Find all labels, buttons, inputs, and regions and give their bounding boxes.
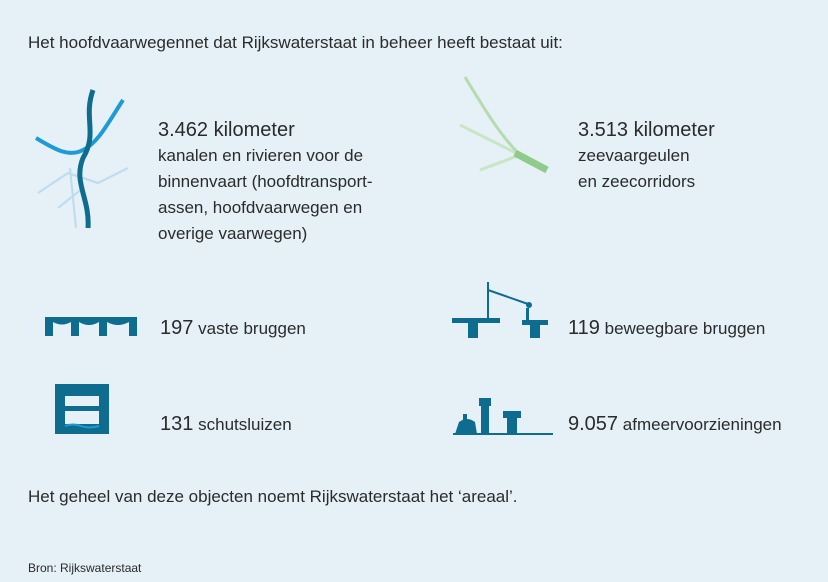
item: 9.057 afmeervoorzieningen xyxy=(568,411,782,438)
item: 131 schutsluizen xyxy=(160,411,292,438)
mooring-icon xyxy=(453,398,553,435)
item-number: 3.513 kilometer xyxy=(578,119,715,141)
item: 119 beweegbare bruggen xyxy=(568,315,765,342)
source: Bron: Rijkswaterstaat xyxy=(28,561,142,575)
sea-icon xyxy=(459,76,549,174)
item-block: 3.462 kilometer kanalen en rivieren voor… xyxy=(158,117,373,247)
item-label: vaste bruggen xyxy=(198,319,306,338)
item-number: 131 xyxy=(160,413,194,435)
item-line: zeevaargeulen xyxy=(578,146,690,165)
fixed-bridge-icon xyxy=(45,317,137,336)
item-line: kanalen en rivieren voor de xyxy=(158,146,364,165)
item-number: 9.057 xyxy=(568,413,619,435)
outro: Het geheel van deze objecten noemt Rijks… xyxy=(28,487,518,506)
intro: Het hoofdvaarwegennet dat Rijkswaterstaa… xyxy=(28,33,563,52)
item-line: assen, hoofdvaarwegen en xyxy=(158,198,363,217)
item-line: overige vaarwegen) xyxy=(158,224,308,243)
item-number: 197 xyxy=(160,317,194,339)
item: 197 vaste bruggen xyxy=(160,315,306,342)
movable-bridge-icon xyxy=(452,282,548,338)
item-label: beweegbare bruggen xyxy=(604,319,766,338)
item-label: afmeervoorzieningen xyxy=(622,415,782,434)
item-block: 3.513 kilometer zeevaargeulen en zeecorr… xyxy=(578,117,715,195)
item-line: en zeecorridors xyxy=(578,172,696,191)
item-number: 119 xyxy=(568,317,600,339)
river-icon xyxy=(34,89,129,229)
item-number: 3.462 kilometer xyxy=(158,119,295,141)
lock-icon xyxy=(55,384,109,434)
item-line: binnenvaart (hoofdtransport- xyxy=(158,172,373,191)
item-label: schutsluizen xyxy=(198,415,292,434)
